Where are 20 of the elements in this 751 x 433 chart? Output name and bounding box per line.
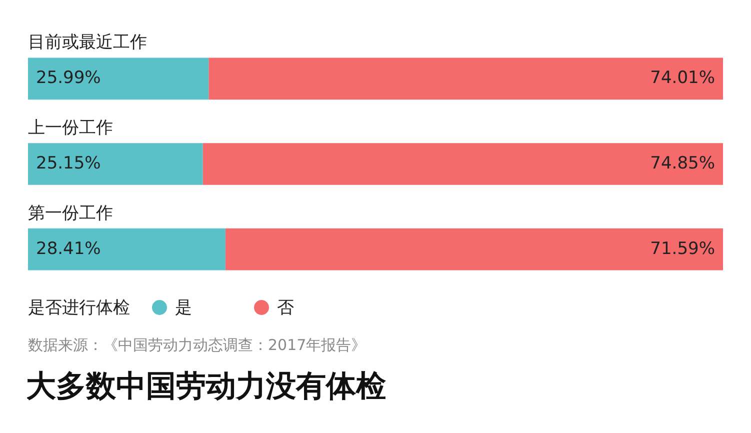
text: 大多数中国劳动力没有体检 [26, 368, 386, 406]
bar [202, 143, 723, 185]
data-label: 71.59% [650, 238, 715, 259]
source-note: 数据来源：《中国劳动力动态调查：2017年报告》 [28, 336, 366, 355]
bar [28, 58, 209, 100]
data-label: 74.01% [650, 68, 715, 88]
bar [225, 228, 723, 270]
data-label: 25.99% [36, 68, 101, 88]
bar [208, 58, 723, 100]
legend-label: 是 [175, 297, 192, 319]
legend-title: 是否进行体检 [28, 297, 130, 319]
data-label: 25.15% [36, 153, 101, 174]
y-tick-label: 目前或最近工作 [28, 32, 147, 53]
data-label: 28.41% [36, 238, 101, 259]
y-tick-label: 上一份工作 [28, 118, 113, 138]
data-label: 74.85% [650, 153, 715, 174]
bar [28, 143, 203, 185]
y-tick-label: 第一份工作 [28, 203, 113, 224]
legend-label: 否 [277, 297, 294, 319]
bar [28, 228, 226, 270]
